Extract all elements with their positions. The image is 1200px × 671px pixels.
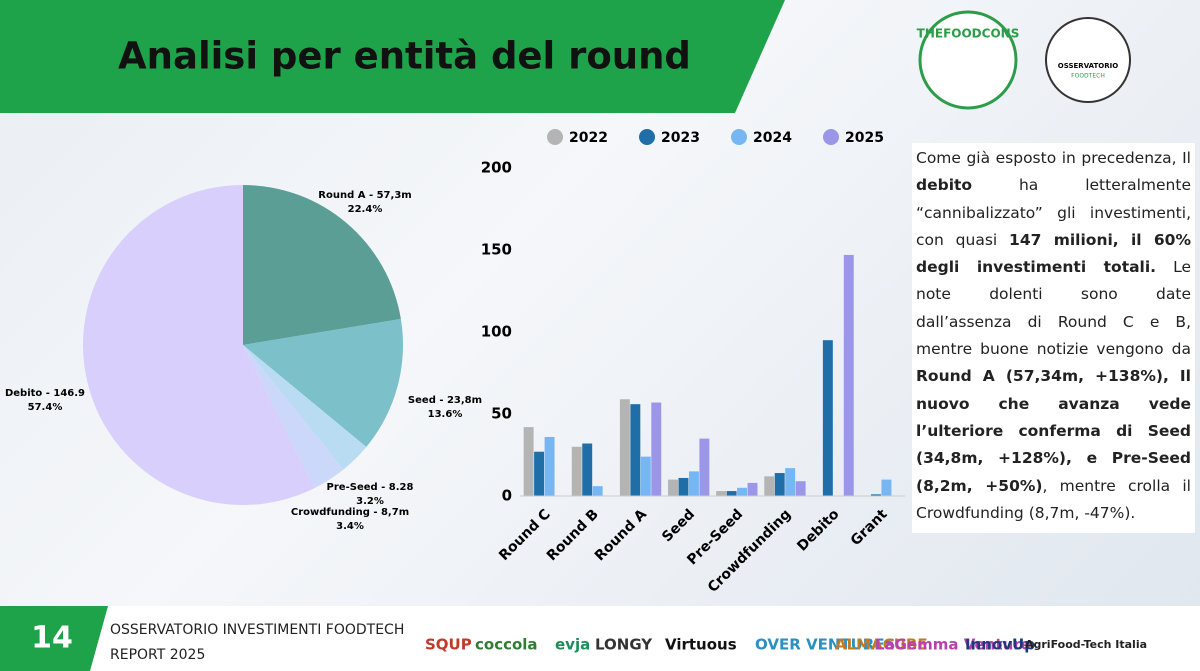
legend-swatch <box>823 129 839 145</box>
sponsor-logo: LaGemma Venture <box>875 636 1031 654</box>
legend-swatch <box>731 129 747 145</box>
legend-swatch <box>639 129 655 145</box>
bar <box>619 399 630 496</box>
bar <box>678 477 689 496</box>
text-run: 147 milioni, il 60% degli investimenti t… <box>916 230 1192 277</box>
bar <box>582 443 593 496</box>
bar <box>668 479 678 496</box>
bar <box>592 486 603 496</box>
bar <box>571 446 582 496</box>
legend-label: 2022 <box>569 130 608 146</box>
x-tick-label: Seed <box>659 506 698 545</box>
sponsor-logo: evja <box>555 636 590 654</box>
slice-percent: 13.6% <box>428 409 463 420</box>
slice-label: Round A - 57,3m <box>318 190 411 201</box>
bar <box>843 254 854 496</box>
bar <box>795 481 806 496</box>
slice-label: Debito - 146.9 <box>5 388 85 399</box>
pie-slice <box>243 345 367 470</box>
sponsor-logo: SQUP <box>425 636 472 654</box>
slice-label: Seed - 23,8m <box>408 395 482 406</box>
logo-text: THEFOODCONS <box>917 27 1020 41</box>
slice-percent: 3.2% <box>356 496 384 507</box>
bar <box>699 438 710 496</box>
text-run: ha letteralmente “cannibalizzato” gli in… <box>916 176 1191 249</box>
x-tick-label: Round A <box>592 506 650 564</box>
text-run: Le note dolenti sono date dall’assenza d… <box>916 258 1191 359</box>
bar <box>881 479 892 496</box>
x-tick-label: Crowdfunding <box>705 506 795 596</box>
y-tick-label: 100 <box>481 323 512 341</box>
legend-swatch <box>547 129 563 145</box>
footer-text: REPORT 2025 <box>110 647 205 663</box>
text-run: Round A (57,34m, +138%), Il nuovo che av… <box>916 367 1191 495</box>
logo-text: FOODTECH <box>1071 73 1105 80</box>
logo-text: OSSERVATORIO <box>1058 62 1118 70</box>
y-tick-label: 200 <box>481 159 512 177</box>
sponsor-logo: InnovUp <box>965 636 1035 654</box>
bar <box>544 436 555 496</box>
bar <box>716 491 727 496</box>
bar <box>870 494 881 496</box>
logo <box>918 10 1018 110</box>
sponsor-logo: AgriFood-Tech Italia <box>1025 638 1147 651</box>
text-run: Come già esposto in precedenza, Il <box>916 149 1191 167</box>
description: Come già esposto in precedenza, Il debit… <box>912 143 1195 533</box>
bar <box>822 340 833 496</box>
y-tick-label: 150 <box>481 241 512 259</box>
slice-percent: 22.4% <box>348 204 383 215</box>
bar <box>630 404 641 496</box>
footer-band <box>0 606 1200 671</box>
bar <box>651 402 662 496</box>
slice-percent: 57.4% <box>28 402 63 413</box>
bar <box>774 473 785 496</box>
pie-slice <box>83 185 315 506</box>
title: Analisi per entità del round <box>118 35 691 78</box>
bar <box>737 487 748 496</box>
legend-label: 2025 <box>845 130 884 146</box>
y-tick-label: 50 <box>491 405 512 423</box>
slice-label: Pre-Seed - 8.28 <box>327 482 414 493</box>
page-badge <box>0 606 108 671</box>
slice-label: Crowdfunding - 8,7m <box>291 507 409 518</box>
sponsor-logo: ALMACUBE <box>835 636 928 654</box>
bar <box>747 482 758 496</box>
pie-slice <box>243 345 344 489</box>
bar <box>726 491 737 496</box>
sponsor-logo: Virtuous <box>665 636 737 654</box>
legend-label: 2024 <box>753 130 792 146</box>
pie-slice <box>243 185 401 345</box>
y-tick-label: 0 <box>502 487 512 505</box>
sponsor-logo: OVER VENTURES <box>755 636 895 654</box>
bar <box>640 456 651 496</box>
header-band <box>0 0 785 113</box>
sponsor-logo: LONGY <box>595 636 653 654</box>
sponsor-logo: coccola <box>475 636 538 654</box>
pie-slice <box>243 318 403 447</box>
bar <box>534 451 545 496</box>
bar <box>785 468 796 496</box>
text-run: , mentre crolla il Crowdfunding (8,7m, -… <box>916 476 1191 522</box>
legend-label: 2023 <box>661 130 700 146</box>
x-tick-label: Grant <box>848 506 891 549</box>
bar <box>523 427 534 496</box>
bar <box>688 471 699 496</box>
footer-text: OSSERVATORIO INVESTIMENTI FOODTECH <box>110 622 404 638</box>
x-tick-label: Debito <box>794 506 843 555</box>
bar <box>764 476 775 496</box>
page-number: 14 <box>31 621 73 656</box>
logo <box>1045 17 1131 103</box>
slice-percent: 3.4% <box>336 521 364 532</box>
text-run: debito <box>916 176 973 195</box>
